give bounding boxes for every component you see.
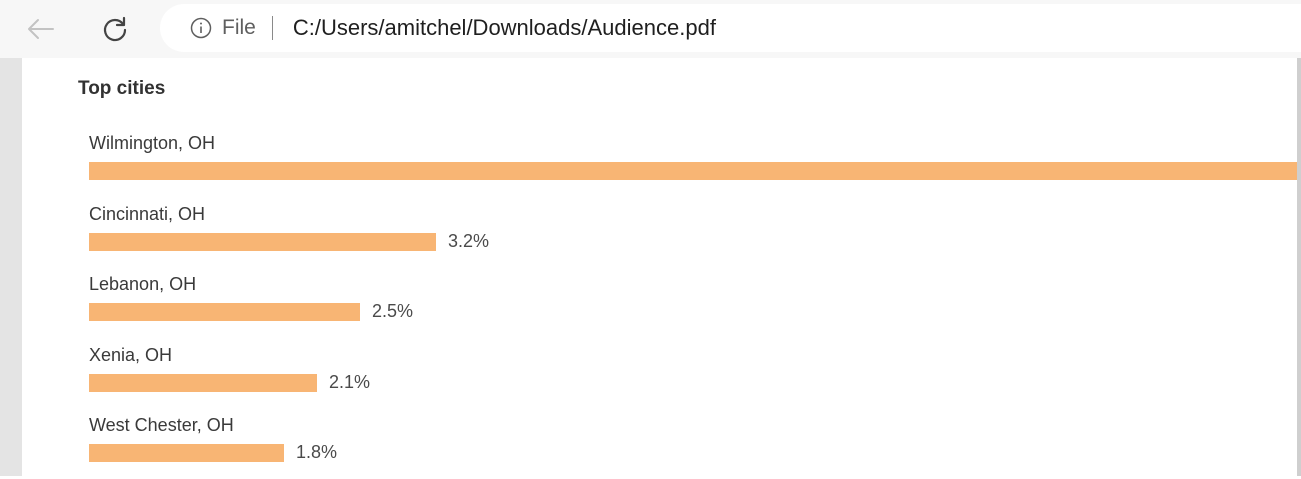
browser-toolbar: File C:/Users/amitchel/Downloads/Audienc… xyxy=(0,0,1301,58)
city-row: West Chester, OH 1.8% xyxy=(89,415,1297,479)
bar-track: 2.1% xyxy=(89,372,1297,392)
city-bar xyxy=(89,374,317,392)
city-name: West Chester, OH xyxy=(89,415,234,435)
city-bar xyxy=(89,444,284,462)
bar-track: 3.2% xyxy=(89,231,1297,251)
city-bar xyxy=(89,233,436,251)
city-name: Wilmington, OH xyxy=(89,133,216,153)
city-percentage: 3.2% xyxy=(448,231,490,251)
back-button[interactable] xyxy=(20,10,60,48)
scheme-label: File xyxy=(222,16,256,39)
page-edge xyxy=(1297,58,1301,476)
city-row: Cincinnati, OH 3.2% xyxy=(89,204,1297,268)
city-name: Xenia, OH xyxy=(89,345,173,365)
address-divider xyxy=(271,16,273,40)
city-percentage: 1.8% xyxy=(296,442,338,462)
city-row: Xenia, OH 2.1% xyxy=(89,345,1297,409)
address-bar[interactable]: File C:/Users/amitchel/Downloads/Audienc… xyxy=(160,4,1301,52)
city-bar xyxy=(89,162,1297,180)
city-percentage: 2.5% xyxy=(372,301,414,321)
city-row: Lebanon, OH 2.5% xyxy=(89,274,1297,338)
city-row: Wilmington, OH xyxy=(89,133,1297,197)
city-name: Lebanon, OH xyxy=(89,274,197,294)
url-text[interactable]: C:/Users/amitchel/Downloads/Audience.pdf xyxy=(292,15,716,40)
section-title: Top cities xyxy=(78,78,166,99)
bar-track xyxy=(89,162,1297,180)
city-name: Cincinnati, OH xyxy=(89,204,206,224)
bar-track: 2.5% xyxy=(89,301,1297,321)
city-bar xyxy=(89,303,360,321)
pdf-viewer-gutter xyxy=(0,58,22,476)
reload-icon xyxy=(103,16,127,42)
info-circle-icon[interactable] xyxy=(190,17,212,39)
city-percentage: 2.1% xyxy=(329,372,371,392)
arrow-left-icon xyxy=(28,19,54,39)
reload-button[interactable] xyxy=(95,10,135,48)
bar-track: 1.8% xyxy=(89,442,1297,462)
